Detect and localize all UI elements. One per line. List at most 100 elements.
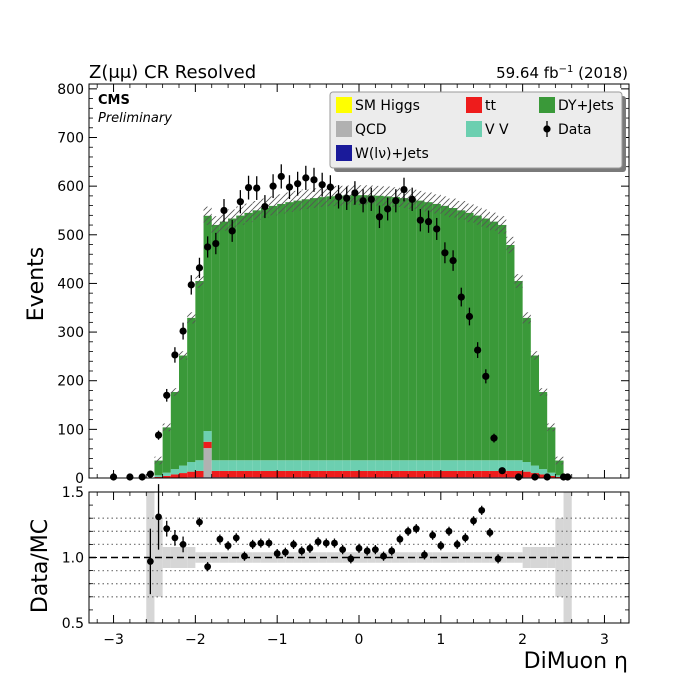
data-point (163, 391, 171, 399)
stack-bar (391, 460, 400, 471)
ratio-band-bin (334, 552, 343, 563)
uncertainty-hatch (489, 212, 499, 231)
data-point (195, 264, 204, 272)
data-point (171, 351, 179, 359)
uncertainty-hatch (383, 186, 392, 207)
stack-bar (465, 470, 474, 478)
stack-bar (244, 470, 253, 478)
stack-bar (350, 195, 359, 461)
uncertainty-hatch (375, 185, 384, 206)
stack-bar (228, 470, 237, 478)
y-tick-label: 0 (75, 471, 84, 487)
uncertainty-hatch (228, 209, 237, 228)
stack-bar (219, 460, 229, 471)
ratio-point (388, 547, 396, 555)
data-point (465, 312, 474, 321)
data-point (220, 206, 228, 215)
stack-bar (236, 460, 245, 471)
uncertainty-hatch (416, 190, 425, 211)
ratio-band-bin (522, 547, 531, 568)
legend-label: Data (558, 122, 591, 138)
y-tick-label: 700 (57, 131, 84, 147)
stack-bar (367, 460, 376, 471)
ratio-y-tick-label: 1.5 (62, 485, 84, 501)
stack-bar (359, 460, 368, 471)
stack-bar (449, 208, 458, 461)
stack-bar (514, 460, 523, 471)
ratio-point (437, 542, 445, 550)
ratio-point (273, 550, 281, 557)
data-point (179, 327, 187, 335)
stack-bar (219, 221, 229, 461)
stack-bar (547, 472, 556, 476)
ratio-point (232, 534, 240, 542)
stack-bar (481, 460, 490, 471)
stack-bar (457, 470, 466, 478)
stack-bar (170, 469, 179, 475)
data-point (285, 183, 294, 191)
stack-bar (228, 460, 237, 471)
stack-bar (203, 441, 212, 449)
stack-bar (277, 460, 286, 471)
data-point (375, 213, 384, 221)
stack-bar (489, 460, 499, 471)
stack-bar (555, 460, 564, 476)
x-tick-label: 2 (518, 632, 527, 648)
legend-label: tt (485, 98, 496, 114)
ratio-point (281, 548, 289, 556)
stack-bar (457, 210, 466, 461)
stack-bar (489, 470, 499, 478)
stack-bar (342, 195, 351, 461)
ratio-band-bin (391, 552, 400, 563)
stack-bar (195, 470, 204, 478)
stack-bar (350, 470, 359, 478)
ratio-point (363, 547, 371, 555)
stack-bar (416, 460, 425, 471)
stack-bar (252, 210, 261, 461)
stack-bar (391, 197, 400, 461)
y-tick-label: 800 (57, 82, 84, 98)
data-point (531, 473, 539, 481)
ratio-point (314, 538, 322, 546)
stack-bar (170, 474, 179, 478)
uncertainty-hatch (473, 206, 482, 225)
stack-bar (334, 470, 343, 478)
stack-bar (350, 460, 359, 471)
y-tick-label: 500 (57, 228, 84, 244)
ratio-point (196, 518, 203, 526)
data-point (490, 434, 498, 442)
uncertainty-hatch (457, 200, 466, 220)
stack-bar (285, 202, 294, 461)
ratio-point (396, 535, 404, 543)
data-point (514, 473, 523, 481)
stack-bar (301, 470, 310, 478)
stack-bar (219, 470, 229, 478)
stack-bar (301, 460, 310, 471)
data-point (564, 473, 572, 481)
stack-bar (179, 473, 188, 478)
stack-bar (318, 470, 327, 478)
stack-bar (424, 460, 433, 471)
ratio-point (421, 551, 428, 559)
ratio-point (404, 527, 412, 535)
uncertainty-hatch (269, 196, 278, 216)
stack-bar (277, 203, 286, 461)
stack-bar (187, 317, 196, 463)
uncertainty-hatch (481, 209, 490, 228)
stack-bar (473, 460, 482, 471)
uncertainty-hatch (293, 190, 302, 211)
ratio-point (494, 555, 502, 563)
stack-bar (203, 431, 212, 442)
legend-label: DY+Jets (558, 98, 614, 114)
data-point (334, 193, 343, 201)
stack-bar (399, 460, 409, 471)
ratio-point (306, 544, 314, 552)
stack-bar (375, 195, 384, 461)
stack-bar (399, 470, 409, 478)
stack-bar (318, 460, 327, 471)
stack-bar (399, 198, 409, 461)
stack-bar (260, 470, 269, 478)
stack-bar (473, 470, 482, 478)
uncertainty-hatch (301, 189, 310, 210)
stack-bar (187, 471, 196, 478)
